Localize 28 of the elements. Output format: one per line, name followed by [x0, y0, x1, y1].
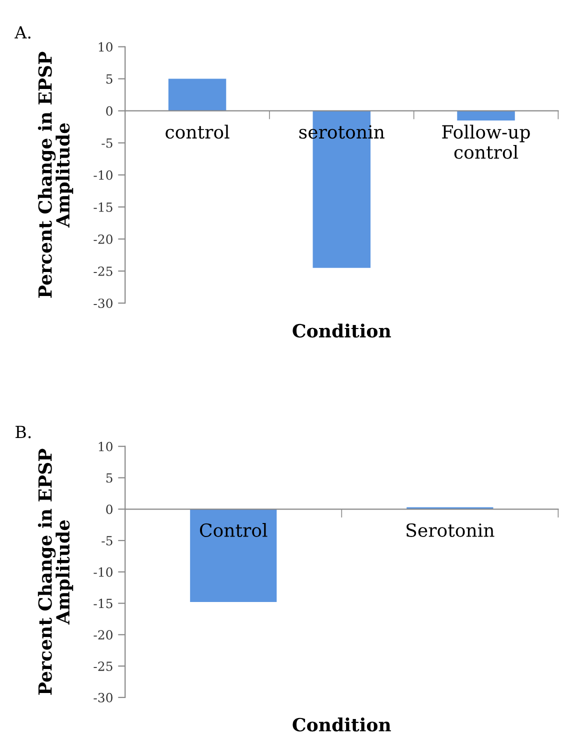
x-axis-title: Condition	[292, 718, 391, 732]
y-tick-label: -5	[102, 138, 112, 148]
y-tick-label: 10	[98, 42, 112, 52]
y-tick-label: -15	[94, 598, 112, 608]
y-tick-label: -25	[94, 662, 112, 671]
y-tick-label: -10	[94, 567, 112, 577]
y-tick-label: -25	[94, 266, 112, 276]
y-axis-title: Percent Change in EPSP Amplitude	[38, 448, 74, 695]
y-tick-label: 0	[106, 504, 112, 514]
x-tick-label: Serotonin	[406, 523, 494, 538]
chart-title: B.	[16, 426, 31, 438]
y-tick-label: 0	[106, 106, 112, 116]
y-tick-label: -20	[94, 234, 112, 244]
y-tick-label: -20	[94, 630, 112, 640]
x-axis-title: Condition	[292, 324, 391, 338]
x-tick-label: control	[166, 124, 230, 139]
y-tick-label: -30	[94, 298, 112, 308]
y-tick-label: 5	[106, 74, 112, 84]
chart-title: A.	[14, 26, 30, 39]
y-tick-label: -10	[94, 170, 112, 180]
x-tick-label: Follow-up control	[442, 124, 530, 159]
y-axis-title: Percent Change in EPSP Amplitude	[38, 52, 74, 298]
y-tick-label: -5	[102, 536, 112, 546]
y-tick-label: 5	[106, 473, 112, 483]
y-tick-label: 10	[98, 442, 112, 452]
y-tick-label: -30	[94, 692, 112, 702]
x-tick-label: Control	[200, 523, 268, 538]
y-tick-label: -15	[94, 202, 112, 212]
